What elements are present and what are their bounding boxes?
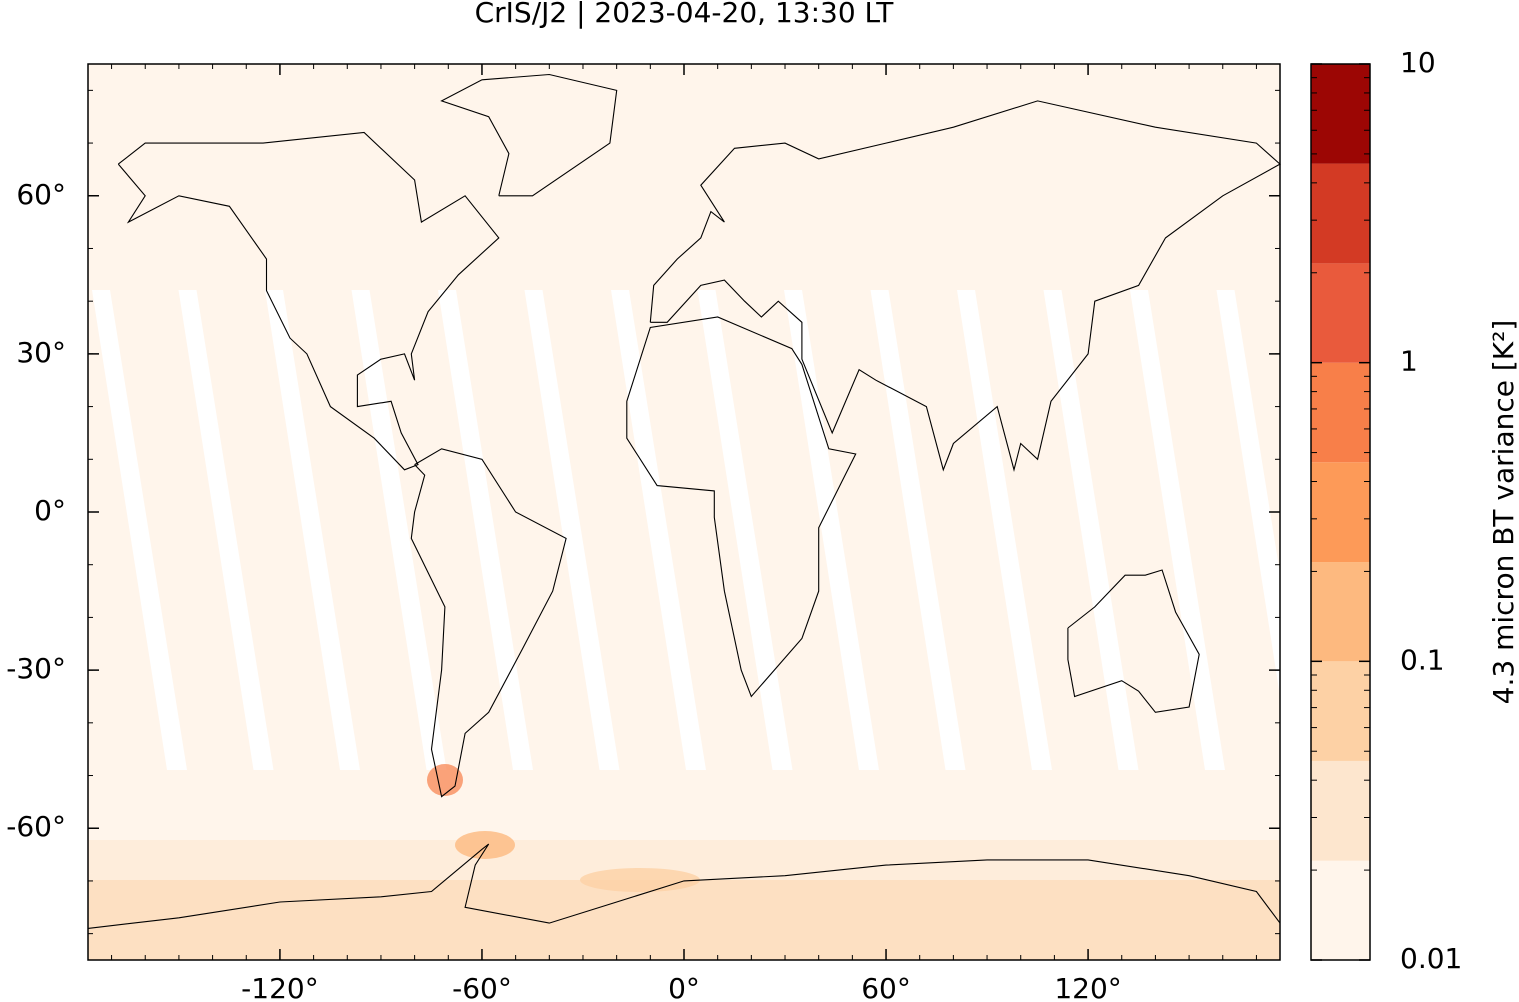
coastline [649,100,1281,472]
colorbar-band [1311,64,1370,164]
gap [351,290,447,770]
y-tick-label: 30° [16,336,66,369]
y-tick-label: -30° [6,652,66,685]
chart-title: CrIS/J2 | 2023-04-20, 13:30 LT [475,0,895,29]
x-tick-label: -60° [452,972,512,1002]
gap [1216,290,1312,770]
x-tick-label: -120° [241,972,319,1002]
x-tick-label: 0° [668,972,700,1002]
orbit-gaps [92,290,1312,770]
patch [455,831,515,859]
y-tick-label: 60° [16,178,66,211]
y-tick-label: -60° [6,810,66,843]
colorbar-band [1311,860,1370,960]
x-tick-label: 120° [1054,972,1121,1002]
colorbar-band [1311,562,1370,662]
patch [427,764,463,796]
colorbar-band [1311,163,1370,264]
patch [580,868,700,892]
colorbar: 0.01 0.1 1 10 [1310,46,1462,975]
colorbar-band [1311,362,1370,463]
coastline [410,448,567,798]
colorbar-frame [1310,63,1371,961]
colorbar-band [1311,263,1370,363]
gap [265,290,360,770]
gap [611,290,706,770]
coastline [117,131,500,471]
gap [957,290,1052,770]
coastline [87,843,1281,929]
gap [870,290,966,770]
coastline [626,316,857,698]
colorbar-label: 4.3 micron BT variance [K²] [1487,320,1519,705]
map-background [88,64,1280,960]
patch [88,880,1280,960]
colorbar-band [1311,661,1370,761]
gap [92,290,187,770]
x-tick-label: 60° [861,972,911,1002]
axes: -120° -60° 0° 60° 120° 60° 30° 0° -30° -60° [6,64,1280,1002]
gap [178,290,274,770]
colorbar-tick-label: 0.01 [1400,942,1462,975]
coastlines [87,73,1281,929]
gap [438,290,533,770]
coastline [1067,569,1200,713]
y-tick-label: 0° [34,494,66,527]
colorbar-tick-label: 10 [1400,46,1436,79]
gap [784,290,879,770]
gap [697,290,793,770]
colorbar-tick-label: 1 [1400,345,1418,378]
gap [524,290,620,770]
gap [1043,290,1139,770]
coastline [440,73,618,197]
colorbar-band [1311,760,1370,861]
gap [1130,290,1225,770]
colorbar-tick-label: 0.1 [1400,643,1445,676]
colorbar-band [1311,462,1370,563]
